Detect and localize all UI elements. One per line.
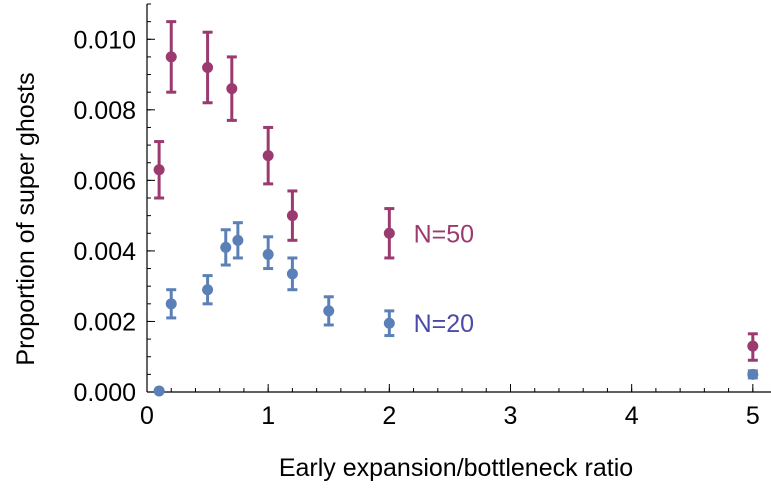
x-tick-label: 4 <box>625 402 639 430</box>
data-point <box>323 305 335 317</box>
axes: 0 1 2 3 4 5 0.000 0.002 0.004 0.006 0.008 0.010 <box>73 3 771 430</box>
data-point <box>220 241 232 253</box>
data-point <box>153 164 165 176</box>
data-point <box>383 317 395 329</box>
y-tick-label: 0.008 <box>73 97 136 125</box>
y-axis-title: Proportion of super ghosts <box>12 72 40 365</box>
data-point <box>286 210 298 222</box>
x-tick-label: 1 <box>261 402 275 430</box>
data-point <box>286 268 298 280</box>
x-tick-label: 2 <box>382 402 396 430</box>
y-tick-label: 0.002 <box>73 308 136 336</box>
data-point <box>747 340 759 352</box>
data-point <box>262 248 274 260</box>
x-tick-label: 3 <box>504 402 518 430</box>
x-tick-label: 5 <box>746 402 760 430</box>
x-tick-label: 0 <box>140 402 154 430</box>
y-tick-label: 0.000 <box>73 379 136 407</box>
series-n20 <box>153 221 759 397</box>
data-point <box>383 227 395 239</box>
data-point <box>165 298 177 310</box>
data-point <box>226 83 238 95</box>
data-point <box>153 385 165 397</box>
series-label: N=50 <box>414 220 474 248</box>
data-point <box>202 284 214 296</box>
annotations: N=50 N=20 <box>414 220 474 338</box>
data-point <box>747 368 759 380</box>
data-point <box>202 61 214 73</box>
series-n50 <box>153 20 759 362</box>
data-point <box>232 234 244 246</box>
data-point <box>262 150 274 162</box>
chart-marks <box>153 20 759 397</box>
x-axis-title: Early expansion/bottleneck ratio <box>279 454 633 482</box>
y-tick-label: 0.006 <box>73 167 136 195</box>
y-tick-label: 0.010 <box>73 26 136 54</box>
data-point <box>165 51 177 63</box>
y-tick-label: 0.004 <box>73 238 136 266</box>
series-label: N=20 <box>414 310 474 338</box>
